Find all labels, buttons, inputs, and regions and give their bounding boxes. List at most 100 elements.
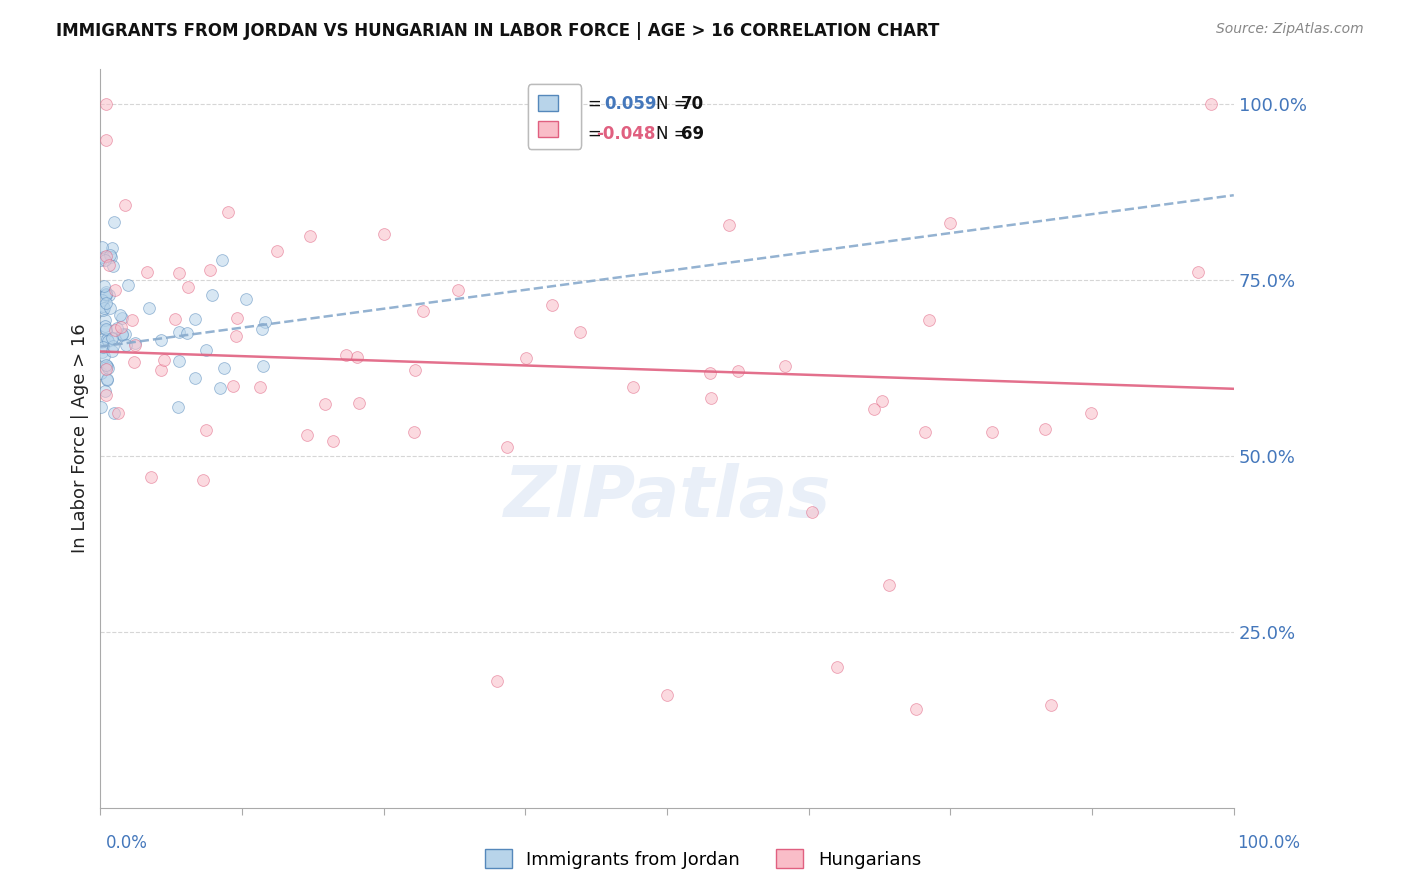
- Point: [91, 303, 114, 318]
- Point: [346, 350, 368, 364]
- Point: [918, 313, 941, 327]
- Text: R =: R =: [571, 95, 602, 113]
- Point: [111, 327, 134, 342]
- Point: [108, 308, 131, 322]
- Legend: , : ,: [529, 84, 582, 149]
- Point: [90, 335, 112, 350]
- Point: [322, 434, 344, 449]
- Point: [111, 311, 134, 326]
- Text: IMMIGRANTS FROM JORDAN VS HUNGARIAN IN LABOR FORCE | AGE > 16 CORRELATION CHART: IMMIGRANTS FROM JORDAN VS HUNGARIAN IN L…: [56, 22, 939, 40]
- Point: [96, 287, 118, 301]
- Point: [717, 218, 740, 232]
- Point: [253, 316, 276, 330]
- Point: [184, 371, 207, 385]
- Point: [266, 244, 288, 259]
- Point: [93, 250, 115, 264]
- Point: [177, 280, 200, 294]
- Point: [404, 362, 426, 376]
- Text: 0.059: 0.059: [605, 95, 657, 113]
- Text: R =: R =: [571, 125, 602, 143]
- Point: [139, 470, 162, 484]
- Point: [138, 301, 160, 315]
- Point: [905, 702, 928, 716]
- Point: [90, 367, 112, 381]
- Point: [486, 673, 509, 688]
- Point: [115, 338, 138, 352]
- Point: [699, 366, 721, 380]
- Point: [1080, 406, 1102, 420]
- Point: [101, 339, 124, 353]
- Point: [93, 384, 115, 399]
- Text: 0.0%: 0.0%: [105, 834, 148, 852]
- Point: [167, 353, 190, 368]
- Point: [981, 425, 1004, 440]
- Point: [314, 397, 336, 411]
- Point: [176, 326, 198, 340]
- Point: [249, 379, 271, 393]
- Point: [775, 359, 797, 373]
- Point: [103, 215, 125, 229]
- Point: [541, 298, 564, 312]
- Point: [198, 263, 221, 277]
- Point: [93, 318, 115, 333]
- Point: [1187, 265, 1209, 279]
- Point: [107, 406, 129, 420]
- Point: [877, 578, 900, 592]
- Point: [297, 427, 319, 442]
- Point: [98, 258, 121, 272]
- Point: [201, 287, 224, 301]
- Point: [568, 325, 591, 339]
- Point: [96, 373, 118, 387]
- Point: [94, 361, 117, 376]
- Point: [96, 387, 118, 401]
- Point: [93, 301, 115, 316]
- Point: [211, 253, 233, 268]
- Text: N =: N =: [655, 125, 688, 143]
- Point: [335, 348, 357, 362]
- Point: [90, 252, 112, 267]
- Point: [166, 401, 188, 415]
- Point: [91, 332, 114, 346]
- Point: [194, 343, 217, 358]
- Point: [93, 278, 115, 293]
- Point: [104, 331, 127, 345]
- Point: [939, 216, 962, 230]
- Point: [110, 320, 132, 334]
- Point: [515, 351, 537, 365]
- Point: [96, 359, 118, 373]
- Point: [252, 359, 274, 373]
- Point: [496, 440, 519, 454]
- Point: [122, 355, 145, 369]
- Point: [212, 360, 235, 375]
- Point: [727, 364, 749, 378]
- Point: [90, 345, 112, 359]
- Point: [225, 328, 247, 343]
- Point: [91, 340, 114, 354]
- Point: [101, 344, 124, 359]
- Point: [121, 313, 143, 327]
- Point: [91, 240, 114, 254]
- Point: [347, 395, 370, 409]
- Point: [94, 253, 117, 268]
- Text: Source: ZipAtlas.com: Source: ZipAtlas.com: [1216, 22, 1364, 37]
- Point: [191, 474, 214, 488]
- Point: [101, 259, 124, 273]
- Point: [621, 380, 644, 394]
- Point: [870, 394, 893, 409]
- Point: [163, 312, 186, 326]
- Point: [111, 328, 134, 343]
- Point: [96, 332, 118, 346]
- Point: [169, 325, 191, 339]
- Point: [93, 349, 115, 363]
- Point: [373, 227, 395, 241]
- Point: [117, 277, 139, 292]
- Point: [217, 205, 239, 219]
- Point: [169, 266, 191, 280]
- Point: [149, 362, 172, 376]
- Point: [104, 284, 127, 298]
- Point: [93, 313, 115, 327]
- Point: [226, 310, 249, 325]
- Point: [699, 391, 721, 405]
- Point: [195, 423, 218, 437]
- Legend: Immigrants from Jordan, Hungarians: Immigrants from Jordan, Hungarians: [478, 842, 928, 876]
